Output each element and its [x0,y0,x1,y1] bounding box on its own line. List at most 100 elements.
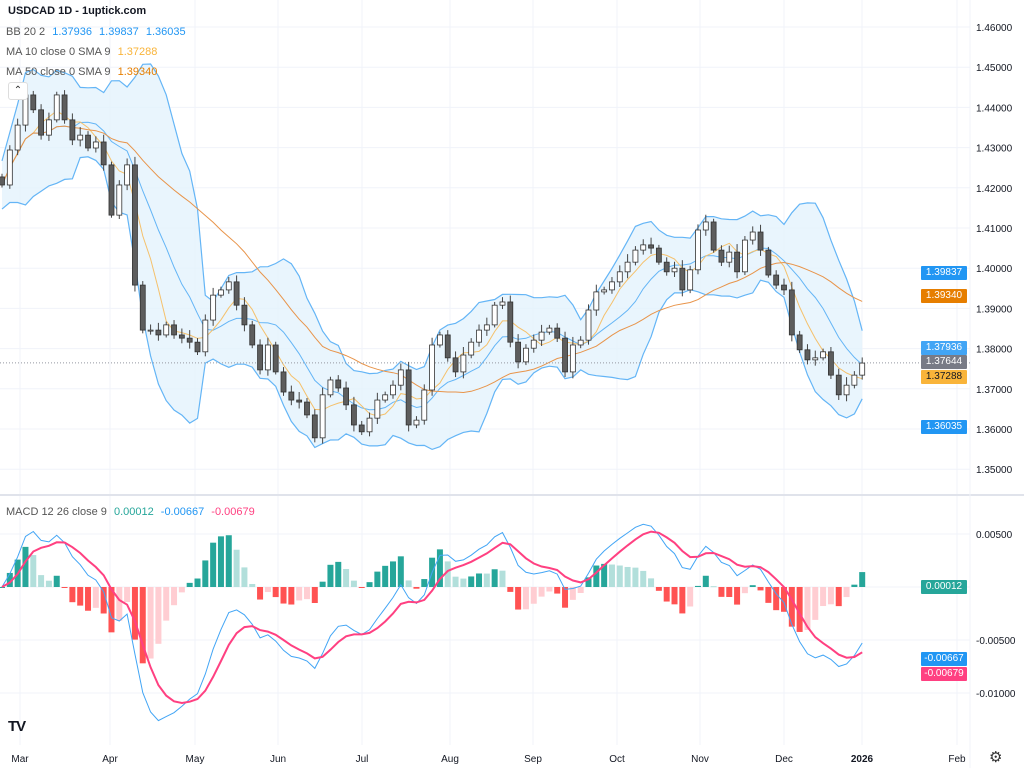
candle-body [421,389,428,421]
macd-histogram-bar [85,587,92,611]
candle-body [577,339,584,346]
macd-histogram-bar [436,549,443,587]
candle-body [843,384,850,396]
legend-ma50[interactable]: MA 50 close 0 SMA 9 1.39340 [6,66,161,78]
gear-icon[interactable]: ⚙ [989,749,1003,766]
candle-body [264,344,271,371]
macd-histogram-bar [53,575,60,587]
bb-upper-value: 1.39837 [99,26,139,38]
macd-histogram-bar [515,587,522,610]
legend-macd[interactable]: MACD 12 26 close 9 0.00012 -0.00667 -0.0… [6,506,259,518]
candle-body [765,249,772,276]
candle [147,324,154,335]
candle [405,361,412,432]
macd-histogram-bar [350,580,357,587]
macd-histogram-bar [397,556,404,587]
candle [812,350,819,366]
candle-body [468,341,475,356]
price-tick-label: 1.43000 [976,144,1013,155]
candle [296,392,303,409]
candle [272,341,279,375]
candle-body [14,124,21,151]
candle [859,357,866,380]
candle [734,244,740,279]
macd-histogram-bar [593,565,600,587]
macd-histogram-bar [147,587,154,659]
candle [421,384,428,425]
macd-histogram-bar [405,580,412,587]
macd-histogram-bar [687,587,694,607]
macd-histogram-bar [640,570,647,587]
candle-body [757,231,764,251]
macd-histogram-bar [718,587,725,597]
candle [577,336,584,349]
macd-histogram-bar [569,587,576,600]
candle [515,334,522,369]
candle-body [210,294,217,321]
candle-body [225,281,232,291]
chevron-up-icon[interactable]: ⌃ [8,82,28,100]
time-tick-label: Nov [691,754,709,765]
candle-body [601,289,608,293]
candle [679,260,686,297]
candle-body [585,309,592,341]
macd-histogram-bar [69,587,76,603]
macd-histogram-bar [460,578,467,587]
candle [390,380,396,399]
macd-histogram-bar [421,579,428,587]
candle-body [796,334,803,351]
macd-histogram-bar [522,587,529,610]
candle [530,334,537,353]
candle-body [30,94,37,111]
candle-body [405,369,412,426]
macd-histogram-bar [139,587,146,664]
macd-histogram-bar [30,555,37,587]
candle [663,257,670,276]
macd-histogram-bar [38,575,45,587]
macd-histogram-bar [296,587,303,601]
candle [218,286,224,298]
candle-body [734,251,740,273]
candle [820,348,826,361]
macd-tick-label: -0.01000 [976,689,1016,700]
bb-label: BB 20 2 [6,26,46,38]
candle [327,376,334,398]
macd-histogram-bar [288,587,295,605]
candle-body [288,391,295,401]
candle-body [554,327,561,339]
candle [757,224,764,256]
macd-histogram-bar [843,587,850,598]
candle-body [249,324,256,346]
candle-body [132,164,138,286]
macd-histogram-bar [390,561,396,587]
candle-body [139,284,146,331]
candle [210,287,217,326]
macd-histogram-bar [155,587,162,644]
candle [483,317,490,336]
candle [116,180,123,219]
candle-body [350,404,357,426]
candle-body [679,267,686,291]
price-tag: 1.37936 [921,341,967,355]
legend-bb[interactable]: BB 20 2 1.37936 1.39837 1.36035 [6,26,190,38]
candle [382,391,389,403]
legend-ma10[interactable]: MA 10 close 0 SMA 9 1.37288 [6,46,161,58]
candle [476,324,482,347]
price-tag: 1.39340 [921,289,967,303]
candle-body [569,344,576,373]
macd-histogram-bar [413,587,420,589]
candle [851,371,858,389]
macd-histogram-bar [859,572,866,587]
candle-body [655,247,662,263]
ma10-value: 1.37288 [117,46,158,58]
candle-body [413,419,420,426]
candle [796,330,803,354]
macd-histogram-bar [468,576,475,587]
candle [562,331,568,378]
candle-body [163,324,170,336]
macd-histogram-bar [585,577,592,587]
candle-body [319,394,326,439]
macd-histogram-bar [835,587,842,607]
candle-body [483,324,490,331]
